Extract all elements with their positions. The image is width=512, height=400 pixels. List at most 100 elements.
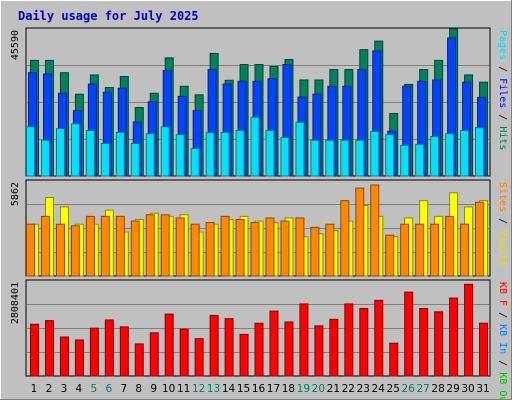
bar-sites — [430, 223, 440, 277]
bar-pages — [175, 134, 185, 177]
legend-entry: / — [497, 212, 508, 230]
legend-entry: Pages — [497, 30, 508, 60]
x-axis-day-label: 9 — [150, 383, 157, 395]
bar-kb-f — [44, 320, 54, 377]
bar-pages — [250, 116, 260, 177]
bar-sites — [115, 215, 125, 277]
bar-kb-f — [104, 319, 114, 377]
bar-sites — [400, 223, 410, 277]
panel-legend: Pages / Files / Hits — [497, 30, 508, 150]
bar-pages — [40, 139, 50, 177]
bar-pages — [445, 133, 455, 177]
bar-pages — [265, 130, 275, 177]
bar-pages — [295, 121, 305, 177]
x-axis-day-label: 17 — [267, 383, 280, 395]
bar-kb-f — [164, 313, 174, 377]
legend-entry: KB F — [497, 282, 508, 306]
bar-pages — [385, 134, 395, 177]
bar-pages — [145, 133, 155, 177]
x-axis-day-label: 31 — [476, 383, 489, 395]
bar-sites — [130, 220, 140, 277]
bar-kb-f — [284, 321, 294, 377]
bar-pages — [100, 142, 110, 177]
bar-pages — [400, 144, 410, 177]
bar-pages — [205, 132, 215, 177]
bar-sites — [250, 222, 260, 277]
bar-kb-f — [344, 303, 354, 377]
bar-pages — [460, 130, 470, 177]
bar-kb-f — [299, 303, 309, 377]
bar-kb-f — [30, 323, 39, 377]
x-axis-day-label: 15 — [237, 383, 250, 395]
x-axis-day-label: 11 — [177, 383, 190, 395]
bar-pages — [415, 143, 425, 177]
bar-sites — [70, 225, 80, 277]
legend-entry: / — [497, 60, 508, 78]
bar-kb-f — [254, 322, 264, 377]
bar-pages — [355, 139, 365, 177]
x-axis-day-label: 29 — [446, 383, 459, 395]
bar-pages — [70, 123, 80, 177]
bar-sites — [475, 201, 485, 277]
legend-entry: / — [497, 354, 508, 372]
x-axis-day-label: 19 — [297, 383, 310, 395]
bar-kb-f — [89, 327, 99, 377]
bar-sites — [265, 217, 275, 277]
bar-kb-f — [374, 299, 384, 377]
bar-pages — [280, 136, 290, 177]
x-axis-day-label: 27 — [416, 383, 429, 395]
x-axis-day-label: 20 — [312, 383, 325, 395]
x-axis-day-label: 26 — [401, 383, 415, 395]
x-axis-day-label: 25 — [387, 383, 400, 395]
y-axis-max-label: 5862 — [10, 182, 21, 206]
legend-entry: Sites — [497, 182, 508, 212]
bar-pages — [220, 131, 230, 177]
x-axis-day-label: 22 — [342, 383, 355, 395]
bar-kb-f — [434, 311, 444, 377]
bar-kb-f — [74, 339, 84, 377]
bar-sites — [415, 223, 425, 277]
bar-sites — [460, 223, 470, 277]
bar-sites — [325, 223, 335, 277]
y-axis-max-label: 45590 — [10, 30, 21, 60]
bar-kb-f — [224, 318, 234, 377]
bar-sites — [280, 220, 290, 277]
bar-kb-f — [464, 283, 474, 377]
bar-pages — [190, 148, 200, 177]
bar-sites — [85, 215, 95, 277]
chart-title: Daily usage for July 2025 — [18, 9, 199, 23]
bar-kb-f — [149, 332, 159, 377]
x-axis-day-label: 2 — [46, 383, 53, 395]
bar-sites — [220, 215, 230, 277]
x-axis-day-label: 12 — [192, 383, 205, 395]
bar-pages — [370, 130, 380, 177]
y-axis-max-label: 2808401 — [10, 282, 21, 324]
bar-pages — [115, 131, 125, 177]
bar-kb-f — [479, 322, 489, 377]
bar-pages — [85, 130, 95, 177]
legend-entry: Visits — [497, 230, 508, 266]
bar-pages — [475, 127, 485, 177]
panel-legend: KB F / KB In / KB Out — [497, 282, 508, 400]
bar-pages — [310, 139, 320, 177]
bar-kb-f — [389, 342, 399, 377]
bar-kb-f — [449, 297, 459, 377]
bar-kb-f — [329, 318, 339, 377]
x-axis-day-label: 8 — [135, 383, 142, 395]
bar-pages — [130, 142, 140, 177]
x-axis-day-label: 3 — [61, 383, 68, 395]
bar-kb-f — [404, 291, 414, 377]
x-axis-day-label: 14 — [222, 383, 236, 395]
bar-pages — [325, 139, 335, 177]
x-axis-day-label: 30 — [461, 383, 474, 395]
panel-legend: Sites / Visits — [497, 182, 508, 266]
bar-pages — [235, 130, 245, 177]
bar-kb-f — [419, 308, 429, 377]
bar-kb-f — [59, 336, 69, 377]
bar-pages — [340, 139, 350, 177]
bar-sites — [26, 223, 35, 277]
bar-pages — [26, 126, 35, 177]
x-axis-day-label: 4 — [76, 383, 83, 395]
x-axis-day-label: 13 — [207, 383, 220, 395]
bar-kb-f — [134, 343, 144, 377]
